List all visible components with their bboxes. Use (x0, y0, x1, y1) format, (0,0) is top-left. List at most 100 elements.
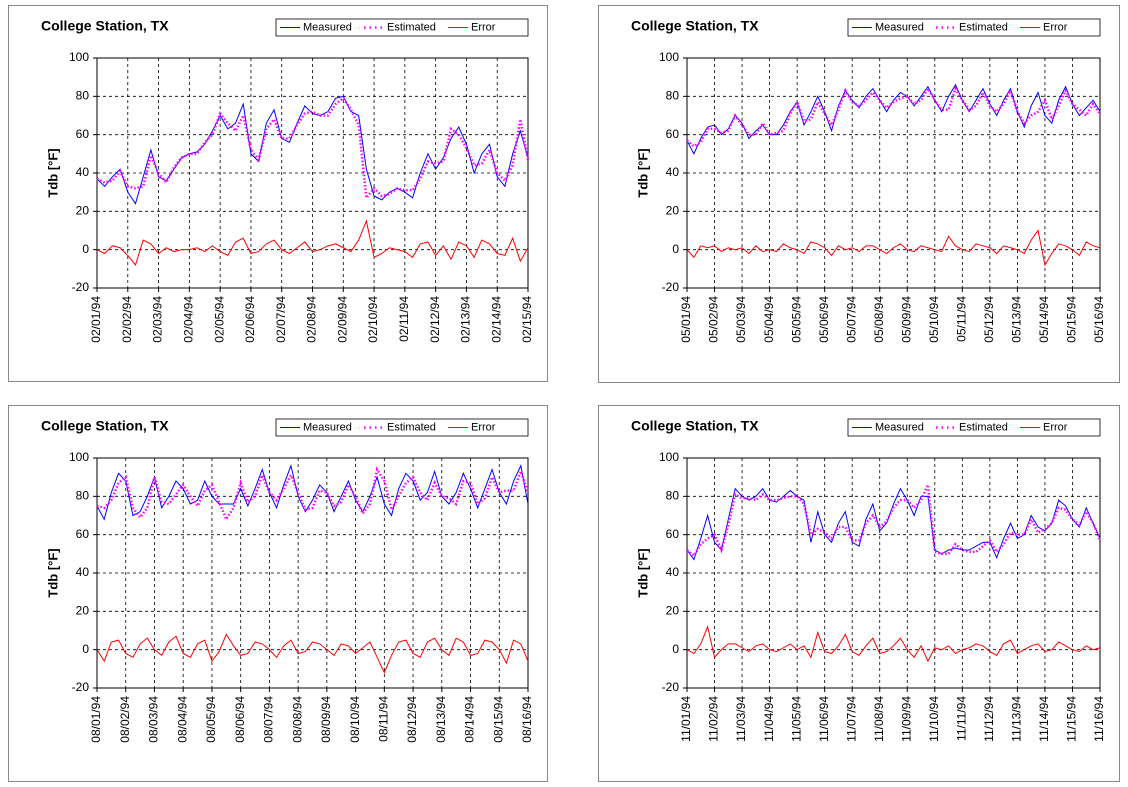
y-axis-label: Tdb [°F] (635, 548, 650, 597)
x-tick-label: 08/01/94 (89, 696, 103, 743)
y-axis-label: Tdb [°F] (45, 548, 60, 597)
y-tick-label: 60 (76, 127, 90, 141)
chart-panel: College Station, TX Tdb [°F] -20 0 20 40 60 80 1… (598, 405, 1120, 782)
x-tick-label: 05/08/94 (872, 296, 886, 343)
y-tick-label: 40 (76, 565, 90, 579)
series-line (96, 96, 530, 202)
x-tick-label: 02/06/94 (243, 296, 257, 343)
legend-label: Error (1043, 21, 1068, 33)
y-tick-label: 80 (76, 89, 90, 103)
chart-title: College Station, TX (41, 418, 169, 434)
x-tick-label: 05/04/94 (762, 296, 776, 343)
x-tick-label: 02/11/94 (397, 296, 411, 342)
chart-panel: College Station, TX Tdb [°F] -20 0 20 40 60 80 1… (8, 5, 548, 382)
x-tick-label: 08/06/94 (233, 696, 247, 743)
x-tick-label: 02/10/94 (366, 296, 380, 343)
x-tick-label: 05/09/94 (899, 296, 913, 343)
y-tick-label: 80 (76, 489, 90, 503)
series-line (686, 85, 1102, 148)
x-tick-label: 08/12/94 (405, 696, 419, 743)
series-line (686, 229, 1101, 267)
x-tick-label: 11/08/94 (872, 696, 886, 742)
x-tick-label: 08/14/94 (463, 696, 477, 743)
y-tick-label: 80 (666, 489, 680, 503)
y-tick-label: 0 (82, 242, 89, 256)
x-tick-label: 02/03/94 (151, 296, 165, 343)
x-tick-label: 11/02/94 (707, 696, 721, 742)
legend-label: Estimated (387, 21, 436, 33)
x-tick-label: 02/09/94 (335, 296, 349, 343)
chart-title: College Station, TX (41, 18, 169, 34)
y-axis-label: Tdb [°F] (45, 148, 60, 197)
x-tick-label: 11/12/94 (982, 696, 996, 742)
x-tick-label: 05/03/94 (734, 296, 748, 343)
legend-label: Error (1043, 421, 1068, 433)
x-tick-label: 02/13/94 (459, 296, 473, 343)
x-tick-label: 11/11/94 (955, 696, 969, 741)
x-tick-label: 05/01/94 (679, 296, 693, 343)
x-tick-label: 11/04/94 (762, 696, 776, 742)
x-tick-label: 05/10/94 (927, 296, 941, 343)
y-tick-label: -20 (662, 280, 680, 294)
x-tick-label: 05/15/94 (1065, 296, 1079, 343)
x-tick-label: 11/13/94 (1010, 696, 1024, 742)
legend-label: Measured (875, 21, 924, 33)
y-tick-label: 100 (69, 450, 89, 464)
legend-label: Estimated (959, 21, 1008, 33)
y-tick-label: 60 (666, 527, 680, 541)
legend-label: Error (471, 421, 496, 433)
legend (275, 418, 529, 437)
legend (847, 418, 1101, 437)
x-tick-label: 08/07/94 (262, 696, 276, 743)
x-tick-label: 05/07/94 (844, 296, 858, 343)
x-tick-label: 08/10/94 (348, 696, 362, 743)
y-tick-label: 80 (666, 89, 680, 103)
legend-label: Error (471, 21, 496, 33)
series-line (686, 83, 1101, 155)
x-tick-label: 08/03/94 (147, 696, 161, 743)
legend (275, 18, 529, 37)
x-tick-label: 02/04/94 (182, 296, 196, 343)
series-line (96, 633, 529, 674)
x-tick-label: 08/11/94 (377, 696, 391, 742)
x-tick-label: 02/08/94 (305, 296, 319, 343)
legend-label: Estimated (387, 421, 436, 433)
y-tick-label: 100 (659, 450, 679, 464)
y-tick-label: 100 (659, 50, 679, 64)
x-tick-label: 02/02/94 (120, 296, 134, 343)
series-line (686, 487, 1101, 561)
x-tick-label: 08/15/94 (491, 696, 505, 743)
y-tick-label: -20 (72, 680, 90, 694)
x-tick-label: 02/15/94 (520, 296, 534, 343)
x-tick-label: 05/14/94 (1037, 296, 1051, 343)
legend-label: Measured (303, 21, 352, 33)
x-tick-label: 05/16/94 (1092, 296, 1106, 343)
y-tick-label: 40 (76, 165, 90, 179)
x-tick-label: 08/04/94 (175, 696, 189, 743)
y-tick-label: 20 (76, 604, 90, 618)
x-tick-label: 11/10/94 (927, 696, 941, 742)
x-tick-label: 02/01/94 (89, 296, 103, 343)
legend-label: Measured (875, 421, 924, 433)
x-tick-label: 11/03/94 (734, 696, 748, 742)
x-tick-label: 11/05/94 (789, 696, 803, 742)
series-line (96, 463, 529, 521)
x-tick-label: 08/16/94 (520, 696, 534, 743)
chart-title: College Station, TX (631, 418, 759, 434)
y-tick-label: 40 (666, 165, 680, 179)
x-tick-label: 11/07/94 (844, 696, 858, 742)
series-line (686, 480, 1102, 558)
series-line (96, 466, 530, 523)
y-tick-label: 20 (666, 204, 680, 218)
x-tick-label: 05/12/94 (982, 296, 996, 343)
series-line (96, 219, 529, 267)
y-tick-label: -20 (662, 680, 680, 694)
chart-panel: College Station, TX Tdb [°F] -20 0 20 40 60 80 1… (8, 405, 548, 782)
x-tick-label: 08/02/94 (118, 696, 132, 743)
series-line (686, 624, 1101, 663)
x-tick-label: 11/15/94 (1065, 696, 1079, 742)
y-tick-label: 20 (76, 204, 90, 218)
x-tick-label: 05/11/94 (955, 296, 969, 342)
y-tick-label: 60 (76, 527, 90, 541)
